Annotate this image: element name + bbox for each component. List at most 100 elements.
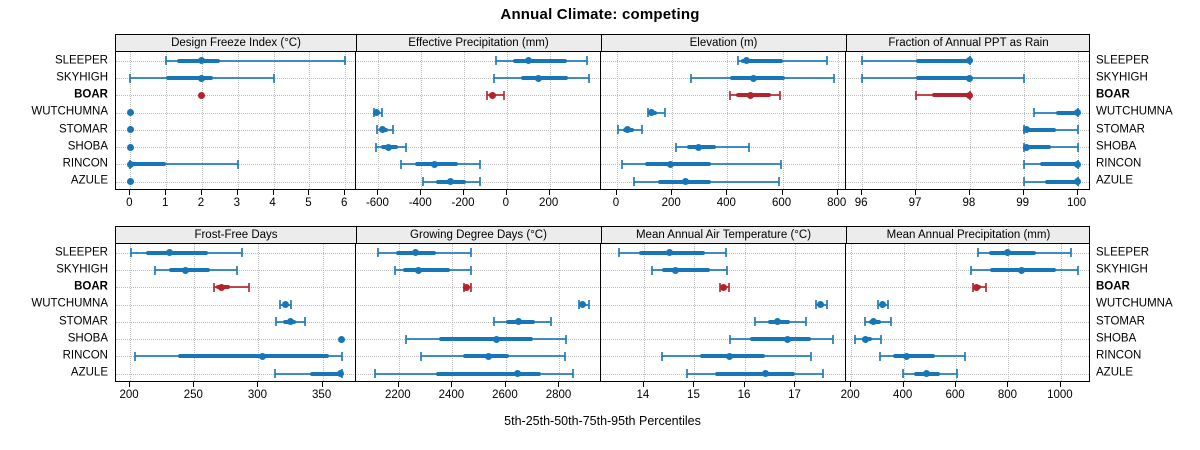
interquartile-bar (512, 58, 567, 63)
x-tick-label: 15 (687, 389, 700, 401)
median-dot (817, 301, 825, 308)
whisker-cap-low (660, 351, 663, 361)
whisker-cap-low (969, 265, 972, 275)
interquartile-bar (1023, 127, 1056, 132)
median-dot (181, 266, 189, 274)
whisker-cap-high (804, 317, 807, 326)
median-dot (525, 57, 533, 64)
gridline-vertical (795, 244, 797, 381)
x-axis-tick (257, 382, 259, 387)
x-tick-label: 600 (771, 197, 792, 209)
strip-row-top: Design Freeze Index (°C) Effective Precip… (115, 34, 1090, 52)
whisker-cap-low (212, 282, 215, 292)
x-axis-tick (836, 190, 838, 195)
median-dot (861, 335, 869, 343)
panel-divider (355, 52, 356, 189)
whisker-cap-high (1069, 248, 1072, 257)
whisker-cap-high (826, 300, 829, 309)
panel-divider (600, 52, 601, 189)
x-tick-label: 3 (233, 197, 240, 209)
x-tick-label: 96 (854, 197, 868, 209)
whisker-cap-low (493, 317, 496, 326)
x-tick-label: 350 (312, 389, 332, 401)
gridline-vertical (506, 52, 508, 189)
gridline-vertical (130, 52, 132, 189)
median-dot (761, 370, 769, 377)
percentile-whisker (213, 286, 250, 288)
gridline-vertical (1023, 52, 1025, 189)
whisker-cap-high (272, 73, 275, 83)
median-dot (431, 160, 439, 168)
median-dot (1004, 249, 1012, 256)
x-axis-tick (165, 190, 167, 195)
gridline-horizontal (846, 164, 1089, 165)
x-tick-label: 0 (502, 197, 510, 209)
panel-divider (601, 226, 602, 244)
x-axis-tick (743, 382, 745, 387)
x-tick-label: 0 (612, 197, 620, 209)
whisker-cap-high (887, 300, 890, 309)
median-dot (966, 57, 974, 64)
x-tick-label: 800 (827, 197, 847, 209)
x-tick-label: 400 (716, 197, 736, 209)
interquartile-bar (916, 58, 970, 63)
median-dot (666, 160, 674, 168)
x-axis-tick (693, 382, 695, 387)
x-axis-tick (344, 190, 346, 195)
gridline-vertical (166, 52, 168, 189)
gridline-vertical (672, 52, 674, 189)
x-axis-tick (1076, 190, 1078, 195)
whisker-cap-low (876, 300, 879, 309)
gridline-vertical (322, 244, 324, 381)
median-dot (488, 91, 496, 99)
interquartile-bar (177, 354, 330, 358)
whisker-cap-low (374, 369, 377, 378)
median-dot (462, 283, 470, 291)
median-dot (198, 57, 206, 64)
median-dot (198, 74, 206, 82)
median-dot (746, 91, 754, 99)
panel-title: Growing Degree Days (°C) (410, 229, 547, 241)
gridline-horizontal (116, 181, 356, 183)
gridline-horizontal (601, 304, 846, 306)
whisker-cap-low (1033, 108, 1036, 117)
whisker-cap-high (832, 73, 835, 83)
x-tick-label: 1000 (1047, 389, 1073, 401)
gridline-horizontal (846, 373, 1089, 375)
gridline-horizontal (356, 270, 601, 271)
percentile-whisker (130, 163, 238, 165)
x-tick-label: 14 (636, 389, 650, 401)
median-dot (726, 352, 734, 360)
panel-title: Frost-Free Days (194, 229, 278, 241)
median-dot (535, 74, 543, 82)
median-dot (624, 126, 632, 133)
panel-divider (355, 244, 356, 381)
x-tick-label: 250 (183, 389, 203, 401)
x-axis-label: 5th-25th-50th-75th-95th Percentiles (504, 414, 701, 428)
whisker-cap-high (779, 159, 782, 169)
gridline-vertical (1077, 52, 1079, 189)
interquartile-bar (309, 371, 342, 376)
x-tick-label: 200 (119, 389, 139, 401)
x-axis-tick (955, 382, 957, 387)
x-tick-label: -400 (408, 197, 432, 209)
x-tick-label: -600 (365, 197, 389, 209)
gridline-vertical (452, 244, 454, 381)
median-dot (166, 249, 174, 256)
site-label-right-boar: BOAR (1096, 88, 1130, 101)
gridline-vertical (916, 52, 917, 189)
gridline-horizontal (356, 129, 601, 131)
whisker-cap-high (248, 282, 251, 292)
whisker-cap-high (664, 108, 666, 117)
site-label-left-azule: AZULE (70, 174, 108, 187)
interquartile-bar (130, 162, 167, 166)
median-dot (287, 318, 295, 325)
gridline-vertical (237, 52, 239, 189)
gridline-horizontal (846, 339, 1089, 340)
median-dot (126, 160, 134, 168)
whisker-cap-high (747, 142, 750, 152)
median-dot (217, 283, 225, 291)
median-dot (1074, 109, 1082, 116)
median-dot (379, 126, 387, 133)
